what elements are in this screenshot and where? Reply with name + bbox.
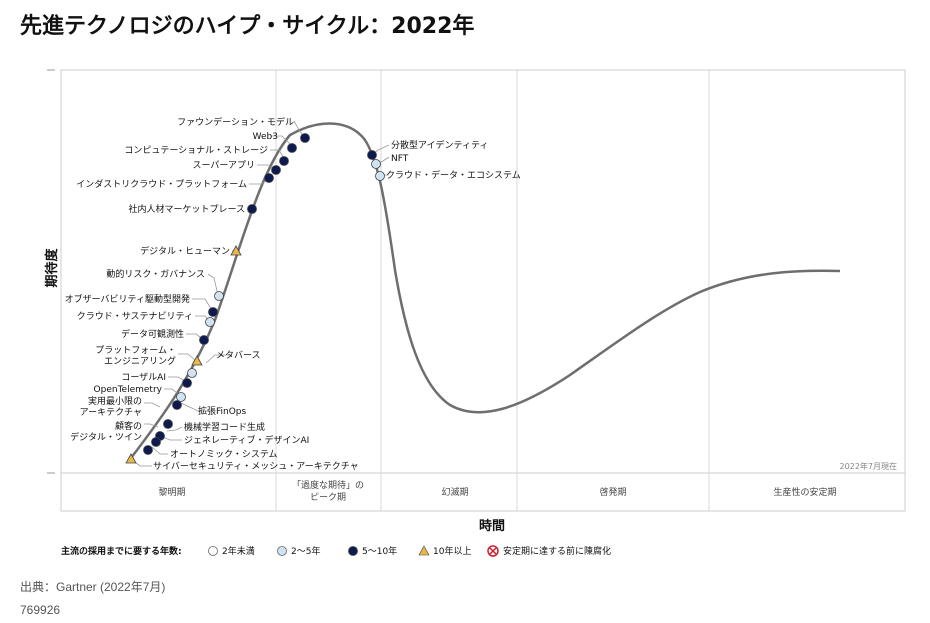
phase-label-peak-1: 「過度な期待」の	[292, 479, 364, 491]
legend-label-5to10: 5～10年	[362, 545, 397, 557]
chart-title: 先進テクノロジのハイプ・サイクル：2022年	[20, 14, 475, 39]
legend-label-obsolete: 安定期に達する前に陳腐化	[503, 545, 611, 557]
marker-cloud-sustainability	[205, 317, 215, 327]
marker-ml-code-generation	[163, 419, 173, 429]
marker-cloud-data-ecosystems	[375, 171, 385, 181]
label-platform-engineering-2: エンジニアリング	[104, 355, 176, 367]
phase-label-plateau: 生産性の安定期	[773, 486, 836, 498]
marker-observability-driven-dev	[208, 307, 218, 317]
label-digital-humans: デジタル・ヒューマン	[140, 245, 230, 257]
label-generative-design-ai: ジェネレーティブ・デザインAI	[184, 434, 309, 446]
label-internal-talent-marketplace: 社内人材マーケットプレース	[128, 203, 245, 215]
phase-label-slope: 啓発期	[599, 486, 626, 498]
as-of-note: 2022年7月現在	[840, 461, 897, 471]
x-axis-label: 時間	[479, 518, 505, 534]
phase-labels: 黎明期 「過度な期待」の ピーク期 幻滅期 啓発期 生産性の安定期	[158, 479, 836, 503]
legend-marker-2to5	[277, 546, 287, 556]
phase-label-trough: 幻滅期	[441, 486, 468, 498]
marker-metaverse	[191, 355, 203, 366]
legend-marker-lt2	[208, 546, 218, 556]
marker-decentralized-identity	[367, 150, 377, 160]
tech-labels: ファウンデーション・モデル Web3 コンピュテーショナル・ストレージ スーパー…	[65, 116, 521, 472]
marker-causal-ai	[187, 368, 197, 378]
marker-autonomic-systems	[143, 445, 153, 455]
marker-augmented-finops	[176, 392, 186, 402]
legend-title: 主流の採用までに要する年数:	[61, 545, 182, 557]
legend-label-10plus: 10年以上	[433, 545, 471, 557]
legend: 主流の採用までに要する年数: 2年未満 2～5年 5～10年 10年以上 安定期…	[61, 545, 611, 557]
marker-industry-cloud	[264, 173, 274, 183]
label-cybersecurity-mesh: サイバーセキュリティ・メッシュ・アーキテクチャ	[153, 461, 359, 472]
marker-cybersecurity-mesh	[125, 453, 137, 464]
label-cloud-sustainability: クラウド・サステナビリティ	[77, 311, 193, 322]
label-data-observability: データ可観測性	[121, 328, 184, 340]
label-dynamic-risk-governance: 動的リスク・ガバナンス	[106, 268, 205, 280]
marker-minimum-viable-architecture	[172, 400, 182, 410]
marker-foundation-models	[300, 133, 310, 143]
plot-frame	[47, 69, 906, 512]
marker-nft	[371, 159, 381, 169]
marker-data-observability	[199, 335, 209, 345]
document-id: 769926	[20, 603, 61, 617]
label-augmented-finops: 拡張FinOps	[198, 405, 247, 417]
label-platform-engineering-1: プラットフォーム・	[95, 345, 176, 356]
label-mva-2: アーキテクチャ	[80, 407, 142, 418]
marker-digital-humans	[230, 245, 242, 256]
source-note: 出典：Gartner (2022年7月)	[20, 580, 166, 594]
label-causal-ai: コーザルAI	[121, 372, 166, 383]
label-nft: NFT	[391, 154, 409, 164]
marker-opentelemetry	[182, 378, 192, 388]
marker-computational-storage	[279, 156, 289, 166]
label-customer-1: 顧客の	[115, 420, 142, 432]
marker-web3	[287, 143, 297, 153]
label-customer-2: デジタル・ツイン	[70, 431, 142, 443]
marker-generative-design-ai	[151, 437, 161, 447]
phase-label-innovation: 黎明期	[158, 486, 185, 498]
label-web3: Web3	[253, 132, 278, 142]
markers	[125, 133, 385, 464]
label-metaverse: メタバース	[216, 350, 261, 361]
label-industry-cloud: インダストリクラウド・プラットフォーム	[76, 178, 247, 190]
label-computational-storage: コンピュテーショナル・ストレージ	[124, 145, 268, 156]
marker-superapps	[271, 165, 281, 175]
label-opentelemetry: OpenTelemetry	[94, 385, 163, 395]
phase-label-peak-2: ピーク期	[310, 492, 346, 503]
label-ml-code-generation: 機械学習コード生成	[184, 421, 265, 433]
label-foundation-models: ファウンデーション・モデル	[177, 116, 294, 128]
label-observability-driven-dev: オブザーバビリティ駆動型開発	[65, 293, 190, 305]
label-mva-1: 実用最小限の	[88, 395, 142, 407]
legend-marker-obsolete	[487, 545, 499, 557]
legend-label-2to5: 2～5年	[291, 545, 320, 557]
legend-marker-5to10	[348, 546, 358, 556]
marker-internal-talent-marketplace	[247, 204, 257, 214]
label-decentralized-identity: 分散型アイデンティティ	[391, 139, 488, 151]
legend-label-lt2: 2年未満	[222, 545, 255, 557]
y-axis-label: 期待度	[44, 248, 60, 288]
label-cloud-data-ecosystems: クラウド・データ・エコシステム	[386, 169, 521, 181]
label-autonomic-systems: オートノミック・システム	[170, 449, 278, 460]
label-superapps: スーパーアプリ	[192, 160, 255, 171]
legend-marker-10plus	[418, 545, 430, 556]
hype-curve	[130, 122, 841, 459]
marker-dynamic-risk-governance	[214, 291, 224, 301]
